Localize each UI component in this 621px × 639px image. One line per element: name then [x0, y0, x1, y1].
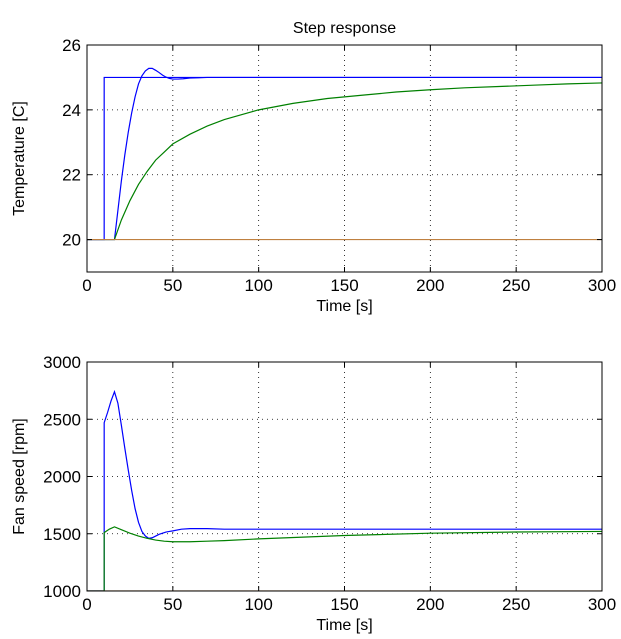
y-axis-label: Temperature [C]: [11, 101, 28, 216]
x-tick-label: 100: [244, 595, 272, 614]
x-tick-label: 100: [244, 276, 272, 295]
x-tick-label: 300: [588, 595, 616, 614]
x-tick-label: 250: [502, 276, 530, 295]
series-line-green-2: [87, 82, 602, 241]
y-tick-label: 1000: [43, 582, 81, 601]
temperature-chart: 0 50 100 150 200 250 300 20 22 24 26 Time [s] Temper…: [11, 20, 616, 315]
y-tick-label: 2500: [43, 410, 81, 429]
x-tick-label: 150: [330, 276, 358, 295]
x-axis-label: Time [s]: [316, 298, 372, 315]
x-tick-label: 300: [588, 276, 616, 295]
x-tick-label: 200: [416, 276, 444, 295]
y-tick-label: 24: [62, 101, 81, 120]
y-tick-label: 3000: [43, 353, 81, 372]
chart-title: Step response: [293, 20, 396, 37]
y-tick-label: 22: [62, 166, 81, 185]
y-tick-label: 26: [62, 36, 81, 55]
x-tick-label: 50: [163, 276, 182, 295]
x-tick-label: 0: [82, 276, 91, 295]
fan-speed-chart: 0 50 100 150 200 250 300 1000 1500 2000 2500 3000 Ti…: [11, 353, 616, 634]
y-axis-label: Fan speed [rpm]: [11, 418, 28, 535]
x-tick-label: 200: [416, 595, 444, 614]
x-tick-label: 50: [163, 595, 182, 614]
x-tick-label: 150: [330, 595, 358, 614]
y-tick-label: 20: [62, 231, 81, 250]
axes-box: [86, 44, 603, 273]
series-line-blue-0: [87, 389, 602, 591]
x-tick-label: 0: [82, 595, 91, 614]
series-line-blue-1: [87, 67, 602, 241]
x-axis-label: Time [s]: [316, 617, 372, 634]
y-tick-label: 2000: [43, 468, 81, 487]
y-tick-label: 1500: [43, 525, 81, 544]
x-tick-label: 250: [502, 595, 530, 614]
axes-box: [86, 361, 603, 592]
series-line-green-1: [87, 526, 602, 591]
